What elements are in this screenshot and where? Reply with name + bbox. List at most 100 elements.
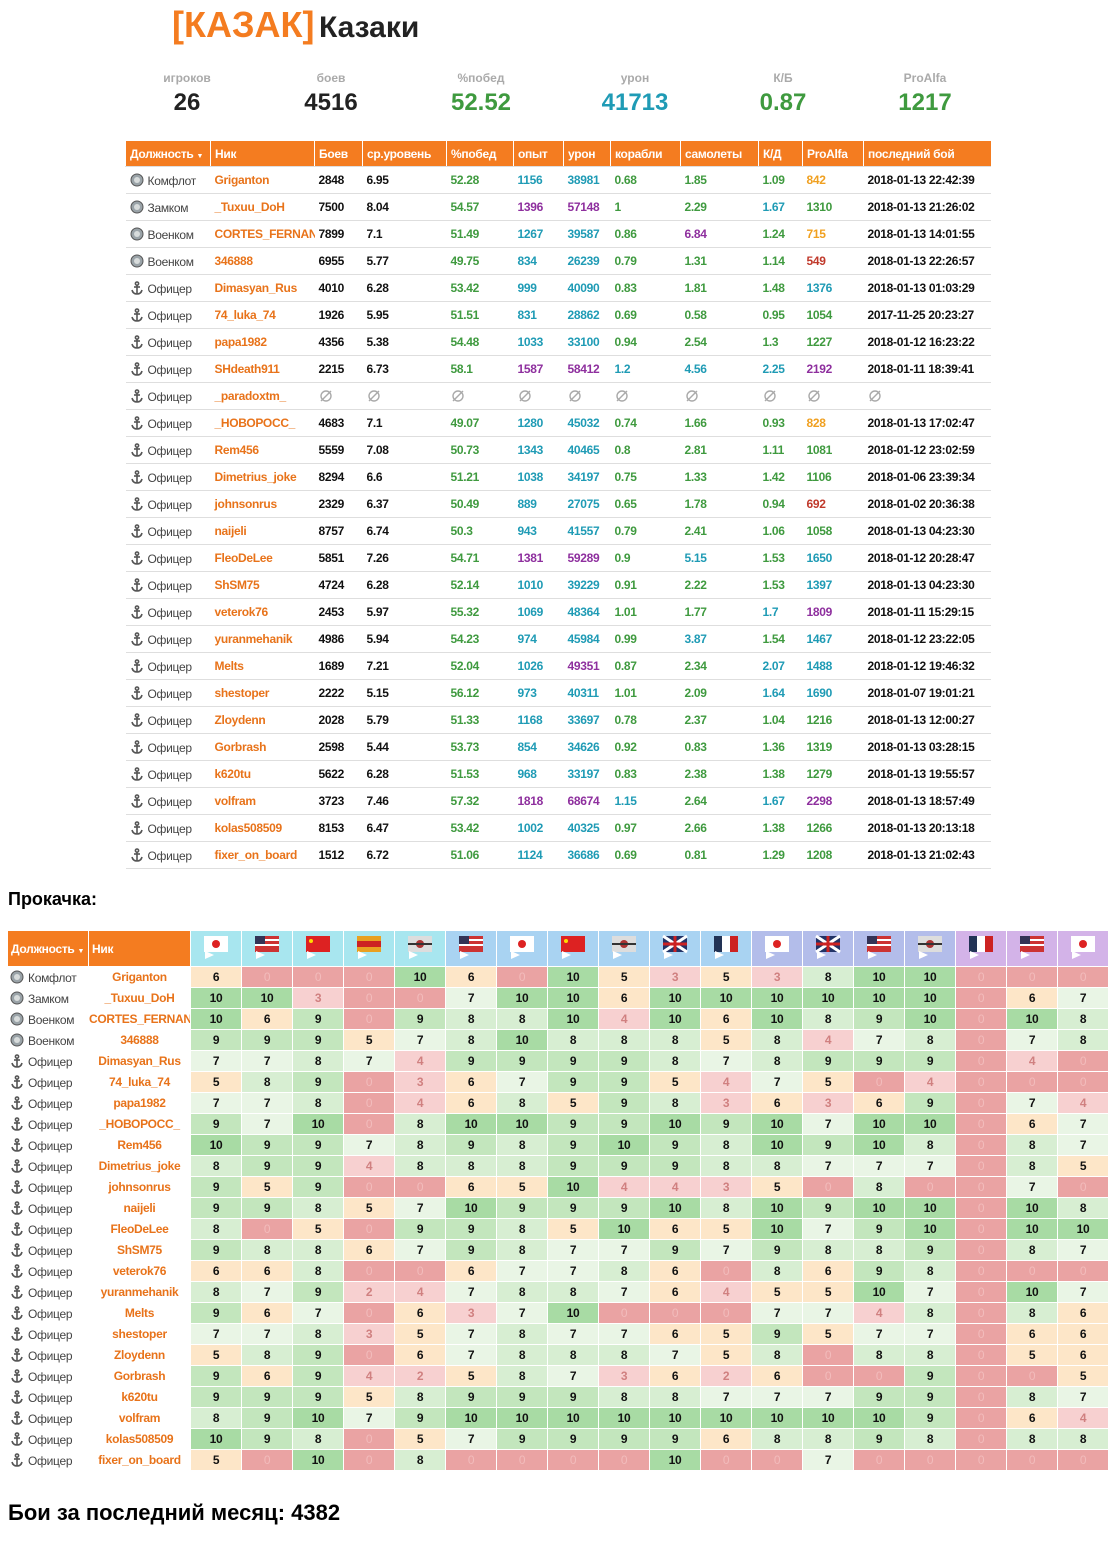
nick: volfram — [88, 1407, 191, 1429]
stat-cell: 2018-01-07 19:01:21 — [863, 679, 991, 707]
level-cell: 5 — [190, 1344, 242, 1366]
stat-cell: 54.23 — [446, 625, 514, 653]
upgrade-row: Военком 346888 9 9 9 5 7 8 10 8 8 8 5 8 4 7 8 0 7 8 — [7, 1029, 1109, 1051]
stat-cell: 39587 — [563, 220, 611, 248]
level-cell: 9 — [241, 1029, 293, 1051]
stat-cell: 0.94 — [610, 328, 681, 356]
role: Офицер — [28, 1075, 73, 1090]
level-cell: 8 — [1006, 1155, 1058, 1177]
stat-cell: 1818 — [513, 787, 564, 815]
level-cell: 8 — [190, 1155, 242, 1177]
level-cell: 9 — [547, 1134, 599, 1156]
level-cell: 8 — [292, 1323, 344, 1345]
stat: %побед 52.52 — [411, 71, 551, 117]
level-cell: 4 — [598, 1008, 650, 1030]
level-cell: 8 — [241, 1071, 293, 1093]
level-cell: 9 — [190, 1239, 242, 1261]
upgrade-row: Замком _Tuxuu_DoH 10 10 3 0 0 7 10 10 6 10 10 10 10 10 1… — [7, 987, 1109, 1009]
stat-cell: 1 — [610, 193, 681, 221]
anchor-icon — [11, 1242, 23, 1257]
upgrade-row: Офицер Gorbrash 9 6 9 4 2 5 8 7 3 6 2 6 0 0 9 0 0 5 — [7, 1365, 1109, 1387]
stat-cell: 6.28 — [362, 760, 447, 788]
stat-cell: 1.38 — [758, 760, 803, 788]
member-row: Офицер yuranmehanik 4986 5.94 54.23 974 45984 0… — [125, 625, 991, 653]
level-cell: 8 — [292, 1239, 344, 1261]
level-cell: 6 — [649, 1323, 701, 1345]
level-cell: 4 — [394, 1092, 446, 1114]
level-cell: 10 — [547, 1008, 599, 1030]
nation-header — [241, 930, 293, 967]
medal-icon — [10, 1012, 24, 1025]
stat-cell: 56.12 — [446, 679, 514, 707]
anchor-icon — [11, 1431, 23, 1446]
stat-cell: 1124 — [513, 841, 564, 869]
level-cell: 8 — [751, 1029, 803, 1051]
stat-cell: 7.21 — [362, 652, 447, 680]
upgrade-row: Офицер Rem456 10 9 9 7 8 9 8 9 10 9 8 10 9 10 8 0 8 7 — [7, 1134, 1109, 1156]
level-cell: 7 — [496, 1260, 548, 1282]
level-cell: 5 — [190, 1449, 242, 1471]
role: Офицер — [28, 1264, 73, 1279]
level-cell: 9 — [853, 1260, 905, 1282]
stat-cell: 0.75 — [610, 463, 681, 491]
stat-cell: 2.64 — [680, 787, 759, 815]
stat-cell: 2018-01-13 21:26:02 — [863, 193, 991, 221]
level-cell: 9 — [904, 1050, 956, 1072]
role-cell: Офицер — [125, 490, 211, 518]
level-cell: 0 — [955, 1176, 1007, 1198]
level-cell: 8 — [496, 1365, 548, 1387]
level-cell: 6 — [649, 1281, 701, 1303]
nation-header — [190, 930, 242, 967]
stat-cell: 7.26 — [362, 544, 447, 572]
stat-cell: 51.06 — [446, 841, 514, 869]
nick: CORTES_FERNAN — [88, 1008, 191, 1030]
role-cell: Офицер — [7, 1092, 89, 1114]
level-cell: 0 — [343, 1449, 395, 1471]
stat-cell: 1467 — [802, 625, 864, 653]
level-cell: 0 — [241, 966, 293, 988]
stat-cell: 52.28 — [446, 166, 514, 194]
nick: _paradoxtm_ — [210, 382, 315, 410]
stat-cell: 1033 — [513, 328, 564, 356]
member-row: Офицер Rem456 5559 7.08 50.73 1343 40465 0.8 2.8… — [125, 436, 991, 464]
member-row: Офицер papa1982 4356 5.38 54.48 1033 33100 0.94… — [125, 328, 991, 356]
level-cell: 8 — [700, 1134, 752, 1156]
level-cell: 5 — [445, 1365, 497, 1387]
stat-cell: 2.07 — [758, 652, 803, 680]
stat-cell: 2.66 — [680, 814, 759, 842]
level-cell: 5 — [394, 1428, 446, 1450]
nick: Zloydenn — [88, 1344, 191, 1366]
role-cell: Военком — [7, 1029, 89, 1051]
level-cell: 6 — [1006, 1323, 1058, 1345]
upgrade-row: Офицер volfram 8 9 10 7 9 10 10 10 10 10 10 10 10 10 9 0 6… — [7, 1407, 1109, 1429]
nation-flag — [612, 936, 636, 959]
level-cell: 2 — [700, 1365, 752, 1387]
level-cell: 8 — [496, 1344, 548, 1366]
level-cell: 8 — [496, 1281, 548, 1303]
level-cell: 9 — [904, 1365, 956, 1387]
level-cell: 6 — [190, 1260, 242, 1282]
stat-cell: 1267 — [513, 220, 564, 248]
level-cell: 10 — [853, 1134, 905, 1156]
anchor-icon — [11, 1410, 23, 1425]
role-cell: Офицер — [7, 1155, 89, 1177]
stat-cell: 0.83 — [610, 760, 681, 788]
stat-cell: 2298 — [802, 787, 864, 815]
stat-cell: 0.58 — [680, 301, 759, 329]
level-cell: 0 — [955, 1281, 1007, 1303]
stat-cell: 6.47 — [362, 814, 447, 842]
stat-cell: 5.15 — [680, 544, 759, 572]
stat-cell: 2018-01-13 04:23:30 — [863, 571, 991, 599]
level-cell: 0 — [343, 1344, 395, 1366]
level-cell: 8 — [853, 1344, 905, 1366]
level-cell: 7 — [241, 1050, 293, 1072]
anchor-icon — [130, 658, 143, 673]
level-cell: 7 — [241, 1113, 293, 1135]
stat-cell: 5.38 — [362, 328, 447, 356]
level-cell: 5 — [1057, 1155, 1109, 1177]
level-cell: 0 — [343, 1071, 395, 1093]
upgrade-row: Офицер FleoDeLee 8 0 5 0 9 9 8 5 10 6 5 10 7 9 10 0 10 10 — [7, 1218, 1109, 1240]
stat-cell: 48364 — [563, 598, 611, 626]
level-cell: 9 — [853, 1218, 905, 1240]
level-cell: 4 — [343, 1365, 395, 1387]
